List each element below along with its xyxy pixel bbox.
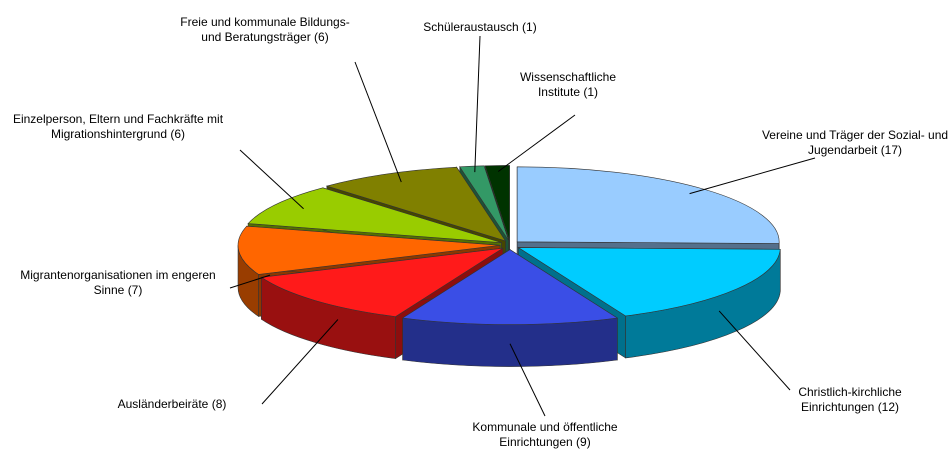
slice-side xyxy=(402,317,618,367)
category-name: Christlich-kirchliche Einrichtungen xyxy=(798,385,902,414)
leader-line xyxy=(354,61,402,183)
value-label: (1) xyxy=(583,85,599,99)
slice-top xyxy=(401,249,619,325)
slice-top xyxy=(517,247,781,317)
category-name: Migrantenorganisationen im engeren Sinne xyxy=(20,268,216,297)
leader-line xyxy=(509,343,546,417)
slice-label: Kommunale und öffentliche Einrichtungen … xyxy=(435,420,655,450)
value-label: (17) xyxy=(880,143,903,157)
category-name: Freie und kommunale Bildungs- und Beratu… xyxy=(180,15,350,44)
leader-line xyxy=(497,114,576,172)
leader-line xyxy=(718,310,791,391)
value-label: (8) xyxy=(211,397,227,411)
category-name: Ausländerbeiräte xyxy=(117,397,209,411)
category-name: Vereine und Träger der Sozial- und Jugen… xyxy=(761,128,949,157)
slice-top xyxy=(459,165,509,241)
category-name: Wissenschaftliche Institute xyxy=(519,70,617,99)
category-name: Einzelperson, Eltern und Fachkräfte mit … xyxy=(12,112,224,141)
value-label: (12) xyxy=(877,400,900,414)
slice-top xyxy=(516,166,780,244)
value-label: (1) xyxy=(522,20,537,34)
value-label: (6) xyxy=(170,127,186,141)
leader-line xyxy=(239,149,304,210)
slice-label: Freie und kommunale Bildungs- und Beratu… xyxy=(178,15,353,45)
slice-label: Einzelperson, Eltern und Fachkräfte mit … xyxy=(1,112,236,142)
slice-label: Ausländerbeiräte (8) xyxy=(72,397,272,412)
slice-label: Schüleraustausch (1) xyxy=(380,20,580,35)
slice-top xyxy=(260,247,504,317)
slice-label: Christlich-kirchliche Einrichtungen (12) xyxy=(775,385,925,415)
value-label: (7) xyxy=(127,283,143,297)
slice xyxy=(401,249,619,367)
slice-top xyxy=(484,165,510,241)
value-label: (9) xyxy=(576,435,591,449)
leader-line xyxy=(261,319,339,405)
value-label: (6) xyxy=(314,30,329,44)
slice-label: Wissenschaftliche Institute (1) xyxy=(503,70,633,100)
slice-top xyxy=(247,187,502,243)
slice-top xyxy=(325,166,507,242)
category-name: Schüleraustausch xyxy=(423,20,519,34)
leader-line xyxy=(229,274,271,289)
slice-top xyxy=(237,225,501,275)
leader-line xyxy=(689,157,816,195)
leader-line xyxy=(474,35,481,173)
slice-label: Vereine und Träger der Sozial- und Jugen… xyxy=(755,128,951,158)
slice-label: Migrantenorganisationen im engeren Sinne… xyxy=(11,268,226,298)
category-name: Kommunale und öffentliche Einrichtungen xyxy=(472,420,618,449)
